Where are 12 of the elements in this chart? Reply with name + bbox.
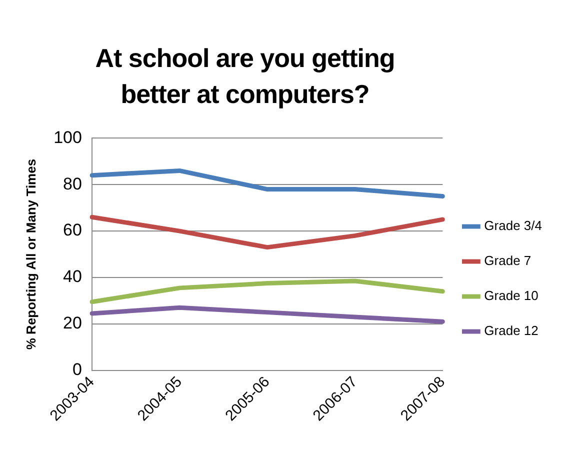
- y-tick-label: 100: [54, 128, 82, 147]
- y-tick-label: 40: [63, 267, 82, 286]
- legend-label: Grade 12: [484, 323, 538, 338]
- chart-title: At school are you getting better at computers?: [94, 42, 396, 111]
- y-axis-title: % Reporting All or Many Times: [23, 158, 38, 350]
- y-tick-label: 80: [63, 174, 82, 194]
- legend-label: Grade 3/4: [484, 218, 542, 234]
- y-tick-label: 20: [63, 314, 82, 333]
- y-tick-label: 0: [72, 360, 82, 380]
- legend-label: Grade 10: [484, 288, 538, 304]
- y-tick-label: 60: [63, 220, 82, 240]
- legend-label: Grade 7: [484, 253, 532, 268]
